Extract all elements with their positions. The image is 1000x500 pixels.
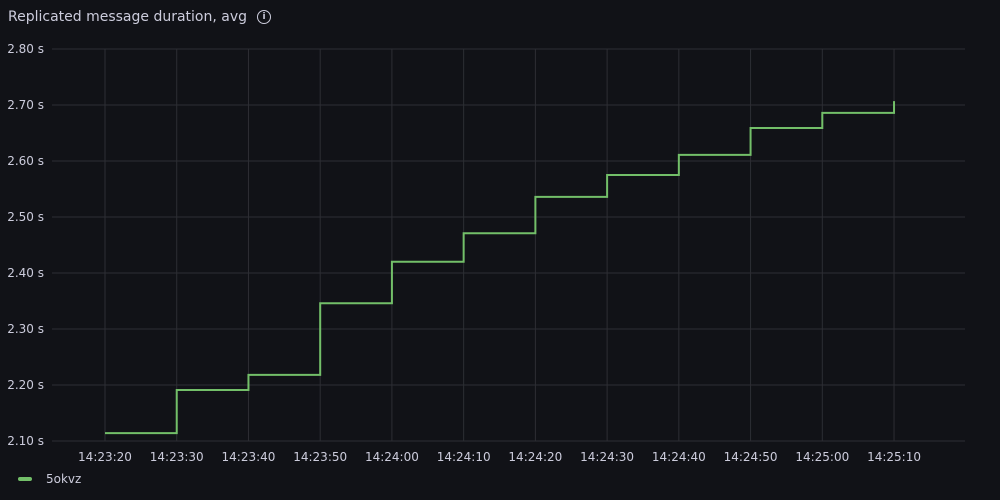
- x-tick-label: 14:23:30: [150, 450, 204, 464]
- legend: 5okvz: [18, 472, 81, 486]
- x-tick-label: 14:24:50: [724, 450, 778, 464]
- panel-title-bar: Replicated message duration, avg i: [8, 6, 272, 28]
- y-tick-label: 2.50 s: [7, 210, 44, 224]
- legend-swatch: [18, 477, 32, 481]
- x-tick-label: 14:24:10: [437, 450, 491, 464]
- y-tick-label: 2.40 s: [7, 266, 44, 280]
- x-tick-label: 14:24:00: [365, 450, 419, 464]
- x-tick-label: 14:23:40: [222, 450, 276, 464]
- y-tick-label: 2.10 s: [7, 434, 44, 448]
- legend-label[interactable]: 5okvz: [46, 472, 82, 486]
- y-tick-label: 2.30 s: [7, 322, 44, 336]
- info-circle-icon[interactable]: i: [257, 10, 272, 24]
- x-tick-label: 14:23:20: [78, 450, 132, 464]
- y-tick-label: 2.60 s: [7, 154, 44, 168]
- series-line: [105, 101, 896, 435]
- x-tick-label: 14:23:50: [293, 450, 347, 464]
- x-tick-label: 14:25:10: [867, 450, 921, 464]
- y-tick-label: 2.70 s: [7, 98, 44, 112]
- x-tick-label: 14:25:00: [795, 450, 849, 464]
- x-tick-label: 14:24:30: [580, 450, 634, 464]
- x-tick-label: 14:24:20: [508, 450, 562, 464]
- y-tick-label: 2.80 s: [7, 42, 44, 56]
- y-tick-label: 2.20 s: [7, 378, 44, 392]
- panel-title: Replicated message duration, avg: [8, 9, 248, 25]
- x-tick-label: 14:24:40: [652, 450, 706, 464]
